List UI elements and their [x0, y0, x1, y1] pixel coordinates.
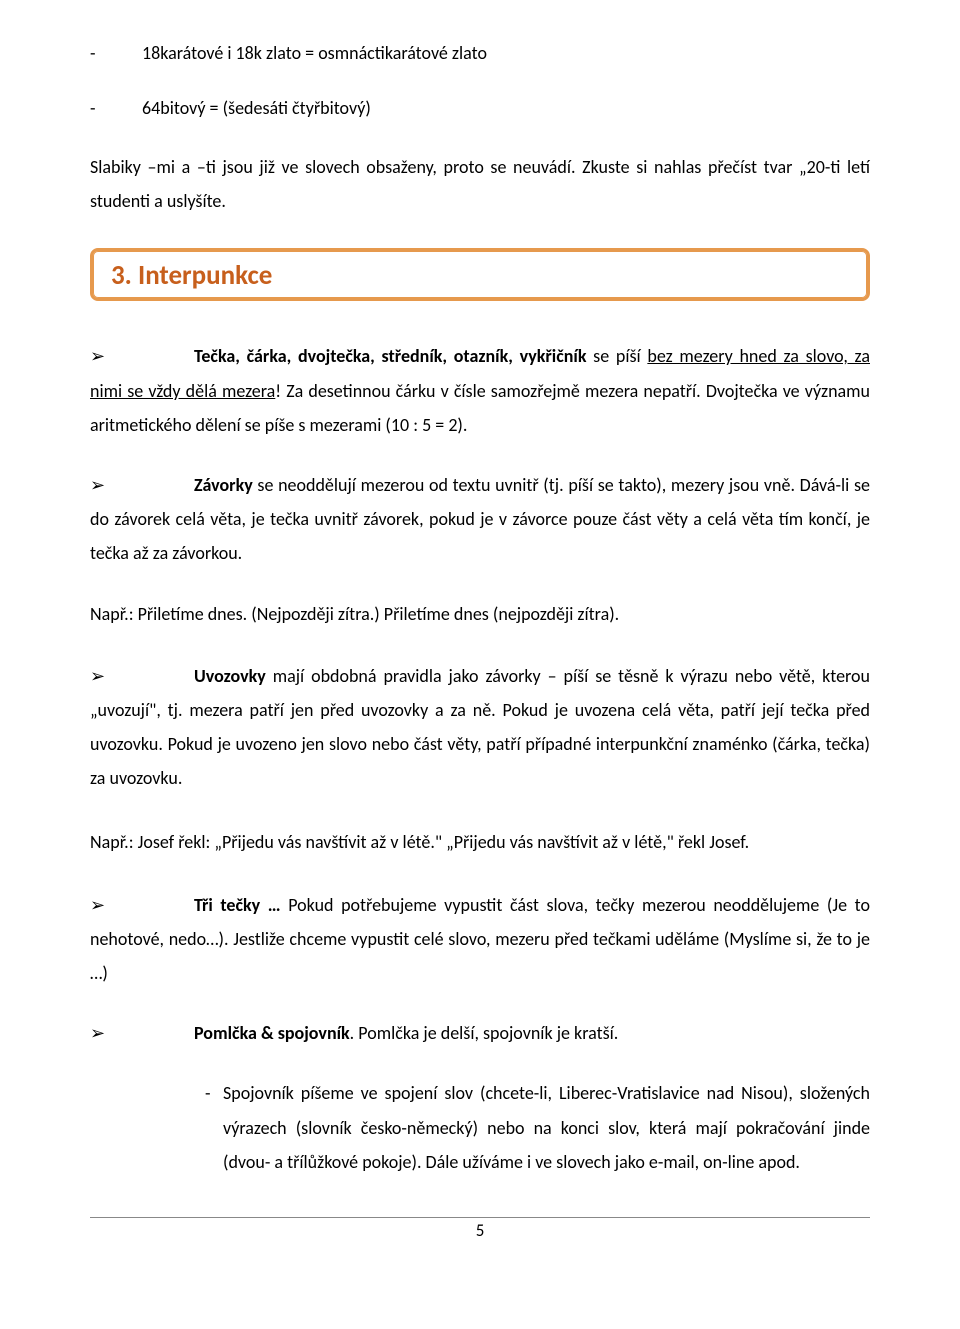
- p2-bold: Závorky: [194, 474, 253, 496]
- sub-bullet-spojovnik: - Spojovník píšeme ve spojení slov (chce…: [90, 1076, 870, 1179]
- bullet-item-1: - 18karátové i 18k zlato = osmnáctikarát…: [90, 40, 870, 67]
- bullet-dash: -: [90, 40, 142, 67]
- section-heading-box: 3. Interpunkce: [90, 248, 870, 301]
- arrow-icon: ➢: [90, 468, 142, 502]
- bullet-text: 18karátové i 18k zlato = osmnáctikarátov…: [142, 40, 487, 67]
- intro-paragraph: Slabiky –mi a –ti jsou již ve slovech ob…: [90, 150, 870, 218]
- bullet-text: 64bitový = (šedesáti čtyřbitový): [142, 95, 371, 122]
- sub-text: Spojovník píšeme ve spojení slov (chcete…: [223, 1076, 870, 1179]
- paragraph-tecka: ➢ Tečka, čárka, dvojtečka, středník, otaz…: [90, 339, 870, 442]
- bullet-item-2: - 64bitový = (šedesáti čtyřbitový): [90, 95, 870, 122]
- bullet-dash: -: [90, 95, 142, 122]
- page-number: 5: [90, 1217, 870, 1241]
- p4-bold: Uvozovky: [194, 665, 266, 687]
- arrow-icon: ➢: [90, 659, 142, 693]
- p1-b: se píší: [586, 345, 647, 367]
- sub-dash: -: [205, 1076, 219, 1179]
- p6-bold: Tři tečky …: [194, 894, 281, 916]
- section-heading-text: 3. Interpunkce: [111, 259, 272, 292]
- p7-b: . Pomlčka je delší, spojovník je kratší.: [350, 1022, 619, 1044]
- arrow-icon: ➢: [90, 1016, 142, 1050]
- p1-bold: Tečka, čárka, dvojtečka, středník, otazn…: [194, 345, 586, 367]
- document-page: - 18karátové i 18k zlato = osmnáctikarát…: [0, 0, 960, 1207]
- arrow-icon: ➢: [90, 888, 142, 922]
- p7-bold: Pomlčka & spojovník: [194, 1022, 350, 1044]
- paragraph-tritecky: ➢Tři tečky … Pokud potřebujeme vypustit …: [90, 888, 870, 991]
- paragraph-uvozovky: ➢Uvozovky mají obdobná pravidla jako záv…: [90, 659, 870, 796]
- arrow-icon: ➢: [90, 339, 142, 373]
- paragraph-zavorky: ➢Závorky se neoddělují mezerou od textu …: [90, 468, 870, 571]
- paragraph-example-2: Např.: Josef řekl: „Přijedu vás navštívi…: [90, 825, 870, 859]
- paragraph-pomlcka: ➢ Pomlčka & spojovník. Pomlčka je delší, …: [90, 1016, 870, 1050]
- paragraph-example-1: Např.: Přiletíme dnes. (Nejpozději zítra…: [90, 597, 870, 631]
